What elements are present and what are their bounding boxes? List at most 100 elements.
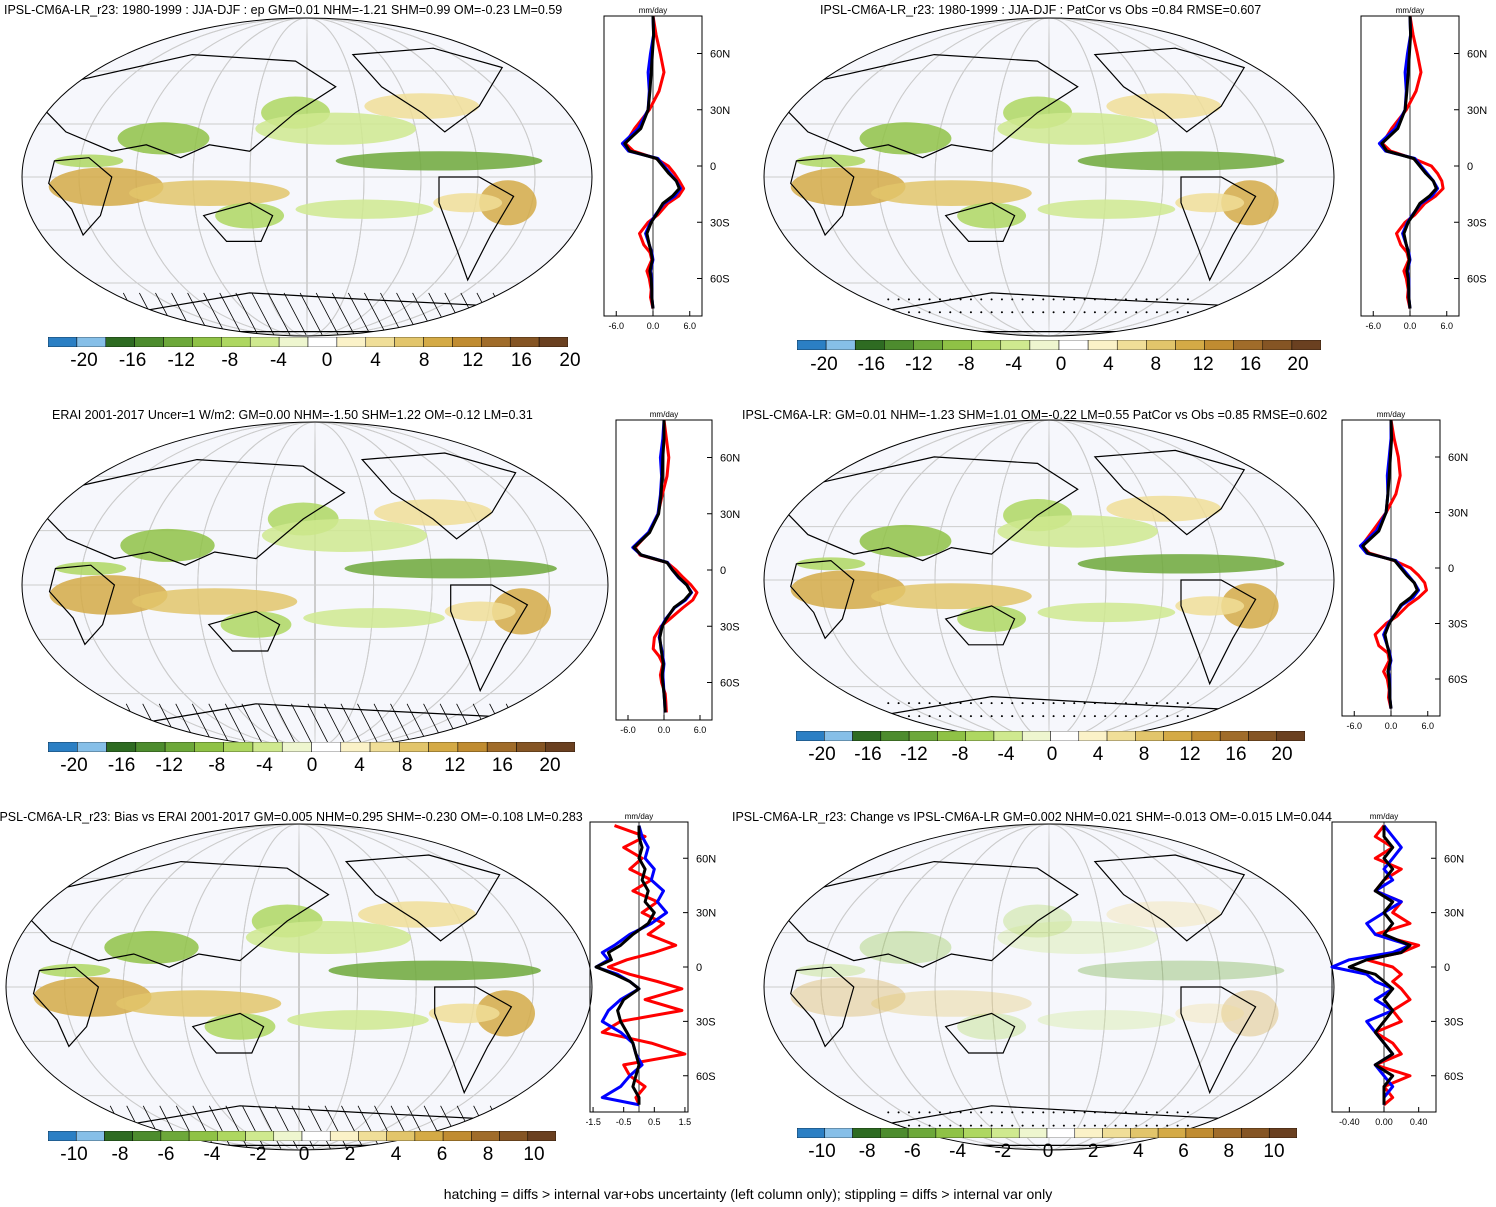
continent-outline xyxy=(48,157,113,237)
continent-outline xyxy=(360,452,517,540)
significance-stipple xyxy=(1155,298,1158,301)
significance-stipple xyxy=(938,298,941,301)
colorbar xyxy=(48,337,568,347)
colorbar-swatch xyxy=(1106,731,1136,741)
colorbar-swatch xyxy=(797,340,827,350)
y-tick-label: 60N xyxy=(710,49,730,61)
significance-hatching xyxy=(208,703,232,747)
colorbar-label: -16 xyxy=(107,755,136,776)
precip-anomaly-region xyxy=(129,180,290,206)
precip-anomaly-region xyxy=(1106,93,1222,120)
precip-anomaly-region xyxy=(871,990,1032,1017)
continent-outline xyxy=(438,176,515,282)
significance-hatching xyxy=(291,1105,315,1149)
significance-stipple xyxy=(1031,1124,1034,1127)
precip-anomaly-region xyxy=(116,990,282,1017)
precip-anomaly-region xyxy=(287,1010,429,1030)
y-tick-label: 30N xyxy=(696,908,716,920)
colorbar-swatch xyxy=(1241,1128,1270,1138)
graticule-meridian xyxy=(1048,18,1050,336)
profile-series-line xyxy=(623,15,686,309)
significance-stipple xyxy=(1093,311,1096,314)
significance-hatching xyxy=(192,1105,216,1149)
y-tick-label: 0 xyxy=(710,161,716,173)
significance-stipple xyxy=(959,311,962,314)
colorbar-swatch xyxy=(252,742,283,752)
y-tick-label: 30N xyxy=(1467,105,1487,117)
colorbar-swatch xyxy=(1163,731,1193,741)
precip-anomaly-region xyxy=(492,588,551,635)
significance-stipple xyxy=(1135,298,1138,301)
colorbar-swatch xyxy=(1074,1128,1103,1138)
colorbar-label: 10 xyxy=(1263,1141,1285,1162)
continent-outline xyxy=(1093,449,1246,536)
colorbar-swatch xyxy=(527,1131,556,1141)
precip-anomaly-region xyxy=(1037,1010,1176,1030)
world-map xyxy=(763,17,1335,337)
significance-hatching xyxy=(225,1105,249,1149)
graticule-meridian xyxy=(820,824,1278,1150)
significance-stipple xyxy=(887,298,890,301)
y-tick-label: 30S xyxy=(720,621,740,633)
continent-outline xyxy=(790,157,855,237)
significance-stipple xyxy=(1166,311,1169,314)
significance-stipple xyxy=(887,1111,890,1114)
colorbar xyxy=(48,742,575,752)
colorbar-swatch xyxy=(1248,731,1277,741)
world-map xyxy=(21,421,609,749)
significance-stipple xyxy=(969,311,972,314)
precip-anomaly-region xyxy=(1221,583,1279,629)
colorbar-swatch xyxy=(135,742,166,752)
significance-stipple xyxy=(918,311,921,314)
precip-anomaly-region xyxy=(1175,1003,1245,1024)
world-map xyxy=(5,823,593,1151)
continent-outline xyxy=(434,986,513,1095)
colorbar-swatch xyxy=(852,1128,881,1138)
colorbar xyxy=(48,1131,556,1141)
y-tick-label: 0 xyxy=(720,565,726,577)
precip-anomaly-region xyxy=(997,921,1159,954)
colorbar-swatch xyxy=(1029,340,1060,350)
significance-hatching xyxy=(489,1105,513,1149)
x-tick-label: 0.0 xyxy=(1385,721,1398,731)
significance-stipple xyxy=(1000,1124,1003,1127)
significance-stipple xyxy=(887,715,890,718)
significance-stipple xyxy=(1124,1124,1127,1127)
precip-anomaly-region xyxy=(335,151,543,171)
significance-stipple xyxy=(1093,1111,1096,1114)
colorbar-swatch xyxy=(132,1131,162,1141)
significance-stipple xyxy=(1042,1111,1045,1114)
colorbar-swatch xyxy=(48,1131,77,1141)
significance-stipple xyxy=(1135,715,1138,718)
colorbar-label: 8 xyxy=(401,755,413,776)
significance-hatching xyxy=(324,703,347,747)
significance-stipple xyxy=(1186,1111,1189,1114)
significance-stipple xyxy=(1114,1124,1117,1127)
colorbar-swatch xyxy=(1046,1128,1076,1138)
colorbar-label: 0 xyxy=(1042,1141,1054,1162)
precip-anomaly-region xyxy=(344,558,557,579)
colorbar-swatch xyxy=(273,1131,303,1141)
colorbar-label: 0 xyxy=(298,1144,310,1165)
significance-hatching xyxy=(235,292,259,335)
significance-hatching xyxy=(241,703,265,747)
continent-outline xyxy=(207,610,281,652)
significance-stipple xyxy=(928,702,931,705)
significance-stipple xyxy=(1176,1111,1179,1114)
continent-outline xyxy=(772,456,1079,562)
graticule-meridian xyxy=(1048,824,1050,1150)
colorbar-swatch xyxy=(481,337,511,347)
colorbar-swatch xyxy=(963,1128,992,1138)
colorbar-label: -8 xyxy=(951,744,969,765)
significance-stipple xyxy=(1021,1124,1024,1127)
x-tick-label: 0.00 xyxy=(1375,1117,1393,1127)
significance-stipple xyxy=(1166,1124,1169,1127)
graticule-meridian xyxy=(298,824,300,1150)
precip-anomaly-region xyxy=(120,528,215,562)
x-tick-label: -1.5 xyxy=(586,1117,601,1127)
colorbar-label: -8 xyxy=(221,350,239,371)
world-map xyxy=(763,823,1335,1151)
x-tick-label: 0.5 xyxy=(648,1117,661,1127)
significance-stipple xyxy=(1155,311,1158,314)
map-border xyxy=(763,823,1335,1151)
